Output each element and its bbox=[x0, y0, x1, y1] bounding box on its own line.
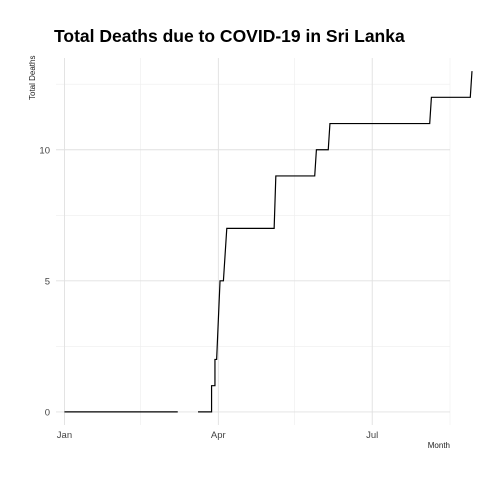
x-tick-label: Jan bbox=[57, 430, 72, 441]
series-line-segment bbox=[198, 71, 473, 413]
x-axis-title: Month bbox=[427, 441, 450, 450]
x-tick-label: Jul bbox=[366, 430, 378, 441]
y-tick-label: 5 bbox=[45, 276, 50, 287]
x-tick-label: Apr bbox=[211, 430, 226, 441]
chart-title: Total Deaths due to COVID-19 in Sri Lank… bbox=[54, 26, 405, 46]
y-tick-label: 10 bbox=[39, 145, 50, 156]
y-tick-label: 0 bbox=[45, 407, 50, 418]
